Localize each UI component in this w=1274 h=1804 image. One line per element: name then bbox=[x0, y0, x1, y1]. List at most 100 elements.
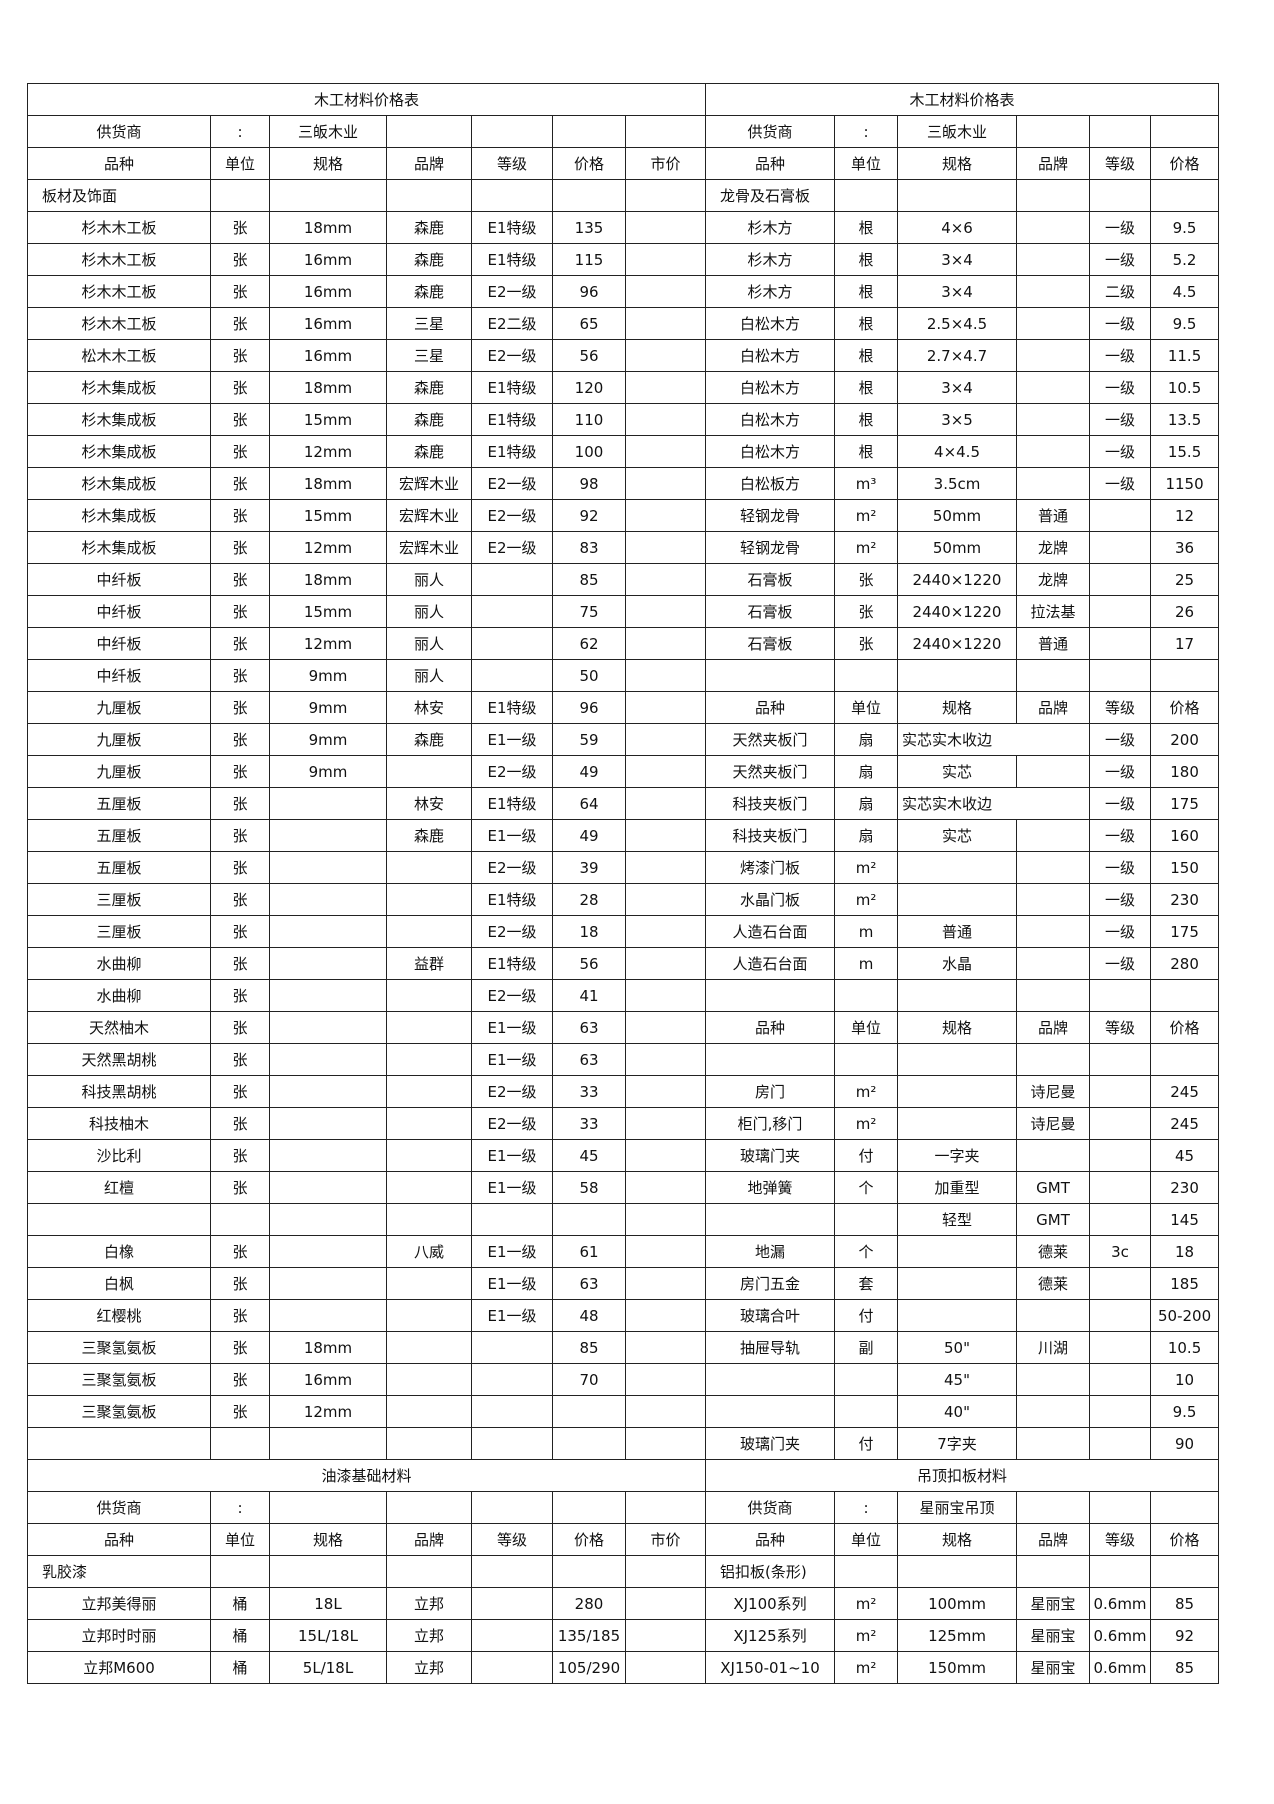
cell: 等级 bbox=[1089, 1523, 1152, 1556]
cell bbox=[1016, 915, 1091, 948]
cell bbox=[386, 1171, 472, 1204]
table-row: 板材及饰面 龙骨及石膏板 bbox=[27, 179, 1220, 212]
cell: 丽人 bbox=[386, 659, 472, 692]
cell: 诗尼曼 bbox=[1016, 1107, 1091, 1140]
cell bbox=[552, 115, 626, 148]
cell: 桶 bbox=[210, 1651, 270, 1684]
cell: 3×4 bbox=[897, 243, 1018, 276]
cell bbox=[210, 1427, 270, 1460]
cell bbox=[624, 851, 707, 884]
cell bbox=[269, 1427, 387, 1460]
cell: 川湖 bbox=[1016, 1331, 1091, 1364]
cell bbox=[1016, 179, 1091, 212]
cell: 中纤板 bbox=[27, 627, 211, 660]
cell: 根 bbox=[834, 435, 899, 468]
cell: 三皈木业 bbox=[897, 115, 1018, 148]
cell: 品牌 bbox=[386, 147, 472, 180]
cell: 一级 bbox=[1089, 307, 1152, 340]
cell: 45 bbox=[552, 1139, 626, 1172]
cell: 立邦 bbox=[386, 1587, 472, 1620]
cell: 价格 bbox=[552, 147, 626, 180]
cell bbox=[1016, 435, 1091, 468]
cell: 一级 bbox=[1089, 915, 1152, 948]
cell bbox=[1016, 1491, 1091, 1524]
cell: 56 bbox=[552, 339, 626, 372]
table-row: 九厘板张 9mm 森鹿 E1一级 59 天然夹板门扇实芯实木收边 一级 200 bbox=[27, 723, 1220, 756]
cell: 85 bbox=[1150, 1651, 1220, 1684]
cell: 10.5 bbox=[1150, 1331, 1220, 1364]
cell: 根 bbox=[834, 211, 899, 244]
cell bbox=[1016, 851, 1091, 884]
cell bbox=[269, 1235, 387, 1268]
cell: E1特级 bbox=[471, 403, 553, 436]
cell: 26 bbox=[1150, 595, 1220, 628]
cell: 市价 bbox=[624, 147, 707, 180]
cell: 160 bbox=[1150, 819, 1220, 852]
cell: 五厘板 bbox=[27, 819, 211, 852]
cell: E1特级 bbox=[471, 435, 553, 468]
cell bbox=[471, 1619, 553, 1652]
cell: 100 bbox=[552, 435, 626, 468]
cell: 10 bbox=[1150, 1363, 1220, 1396]
cell bbox=[471, 1491, 553, 1524]
cell: 100mm bbox=[897, 1587, 1018, 1620]
cell: 供货商 bbox=[705, 1491, 836, 1524]
cell: 供货商 bbox=[705, 115, 836, 148]
cell: 200 bbox=[1150, 723, 1220, 756]
cell bbox=[210, 1555, 270, 1588]
cell: E2一级 bbox=[471, 339, 553, 372]
cell bbox=[1089, 659, 1152, 692]
cell: 根 bbox=[834, 275, 899, 308]
cell: : bbox=[210, 115, 270, 148]
cell: 付 bbox=[834, 1139, 899, 1172]
cell bbox=[269, 1107, 387, 1140]
cell: 板材及饰面 bbox=[27, 179, 211, 212]
cell: 16mm bbox=[269, 339, 387, 372]
cell: 中纤板 bbox=[27, 595, 211, 628]
cell bbox=[386, 883, 472, 916]
cell: E1一级 bbox=[471, 1171, 553, 1204]
cell: 桶 bbox=[210, 1619, 270, 1652]
cell bbox=[1016, 275, 1091, 308]
cell: 张 bbox=[210, 1171, 270, 1204]
cell bbox=[27, 1203, 211, 1236]
cell: E2一级 bbox=[471, 1107, 553, 1140]
cell: 张 bbox=[210, 1075, 270, 1108]
cell bbox=[897, 1299, 1018, 1332]
cell: 一级 bbox=[1089, 243, 1152, 276]
cell: 张 bbox=[210, 531, 270, 564]
cell: 森鹿 bbox=[386, 211, 472, 244]
cell: 98 bbox=[552, 467, 626, 500]
cell: E1特级 bbox=[471, 691, 553, 724]
cell: 品种 bbox=[27, 1523, 211, 1556]
cell bbox=[386, 1075, 472, 1108]
cell bbox=[1016, 979, 1091, 1012]
cell bbox=[1016, 947, 1091, 980]
cell bbox=[624, 1235, 707, 1268]
cell: 一级 bbox=[1089, 947, 1152, 980]
cell: 根 bbox=[834, 403, 899, 436]
cell: 64 bbox=[552, 787, 626, 820]
cell bbox=[269, 1075, 387, 1108]
cell: 白松木方 bbox=[705, 371, 836, 404]
cell: 铝扣板(条形) bbox=[705, 1555, 836, 1588]
cell bbox=[552, 179, 626, 212]
cell bbox=[624, 1299, 707, 1332]
cell: 96 bbox=[552, 691, 626, 724]
cell bbox=[705, 1363, 836, 1396]
cell bbox=[705, 1395, 836, 1428]
cell bbox=[624, 787, 707, 820]
cell: 三星 bbox=[386, 307, 472, 340]
cell: 张 bbox=[210, 499, 270, 532]
cell bbox=[386, 1043, 472, 1076]
cell bbox=[834, 1203, 899, 1236]
cell: 森鹿 bbox=[386, 723, 472, 756]
table-row: 品种 单位 规格 品牌 等级 价格 市价 品种 单位 规格 品牌 等级 价格 bbox=[27, 1523, 1220, 1556]
cell bbox=[897, 1235, 1018, 1268]
cell: 根 bbox=[834, 371, 899, 404]
cell: 12mm bbox=[269, 1395, 387, 1428]
cell: 杉木集成板 bbox=[27, 467, 211, 500]
cell: 3×4 bbox=[897, 275, 1018, 308]
cell bbox=[1016, 243, 1091, 276]
cell bbox=[269, 819, 387, 852]
